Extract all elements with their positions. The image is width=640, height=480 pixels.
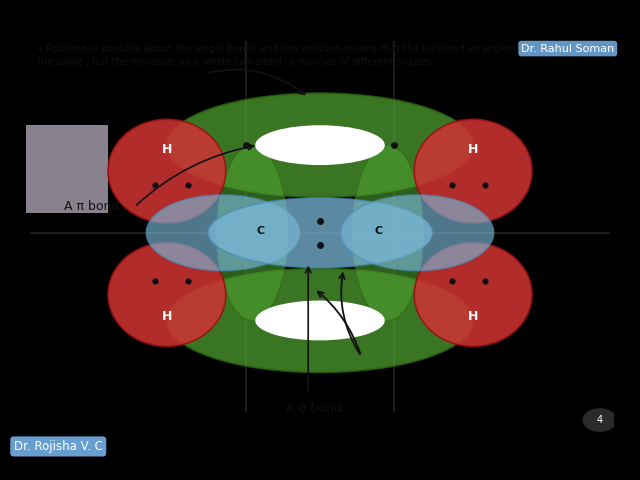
Circle shape: [583, 409, 616, 431]
Text: H: H: [468, 310, 478, 323]
Text: A σ bond: A σ bond: [286, 402, 342, 415]
Ellipse shape: [167, 269, 473, 372]
Ellipse shape: [147, 195, 300, 271]
Text: • Rotation is possible about the single bonds and this rotation means that the l: • Rotation is possible about the single …: [37, 44, 621, 67]
Ellipse shape: [208, 198, 432, 268]
Ellipse shape: [414, 243, 532, 347]
Text: H: H: [162, 143, 172, 156]
Text: Dr. Rojisha V. C: Dr. Rojisha V. C: [14, 440, 102, 453]
Ellipse shape: [108, 243, 226, 347]
FancyBboxPatch shape: [26, 125, 108, 213]
Text: C: C: [375, 226, 383, 236]
Ellipse shape: [255, 300, 385, 340]
Ellipse shape: [340, 195, 493, 271]
Text: H: H: [468, 143, 478, 156]
Text: Dr. Rahul Soman: Dr. Rahul Soman: [521, 44, 614, 54]
Text: 4: 4: [596, 415, 603, 425]
Ellipse shape: [167, 93, 473, 197]
Ellipse shape: [414, 119, 532, 223]
Text: C: C: [257, 226, 265, 236]
Ellipse shape: [353, 145, 423, 321]
Ellipse shape: [255, 125, 385, 165]
Text: H: H: [162, 310, 172, 323]
Text: A π bond: A π bond: [64, 201, 119, 214]
Ellipse shape: [217, 145, 287, 321]
Ellipse shape: [108, 119, 226, 223]
